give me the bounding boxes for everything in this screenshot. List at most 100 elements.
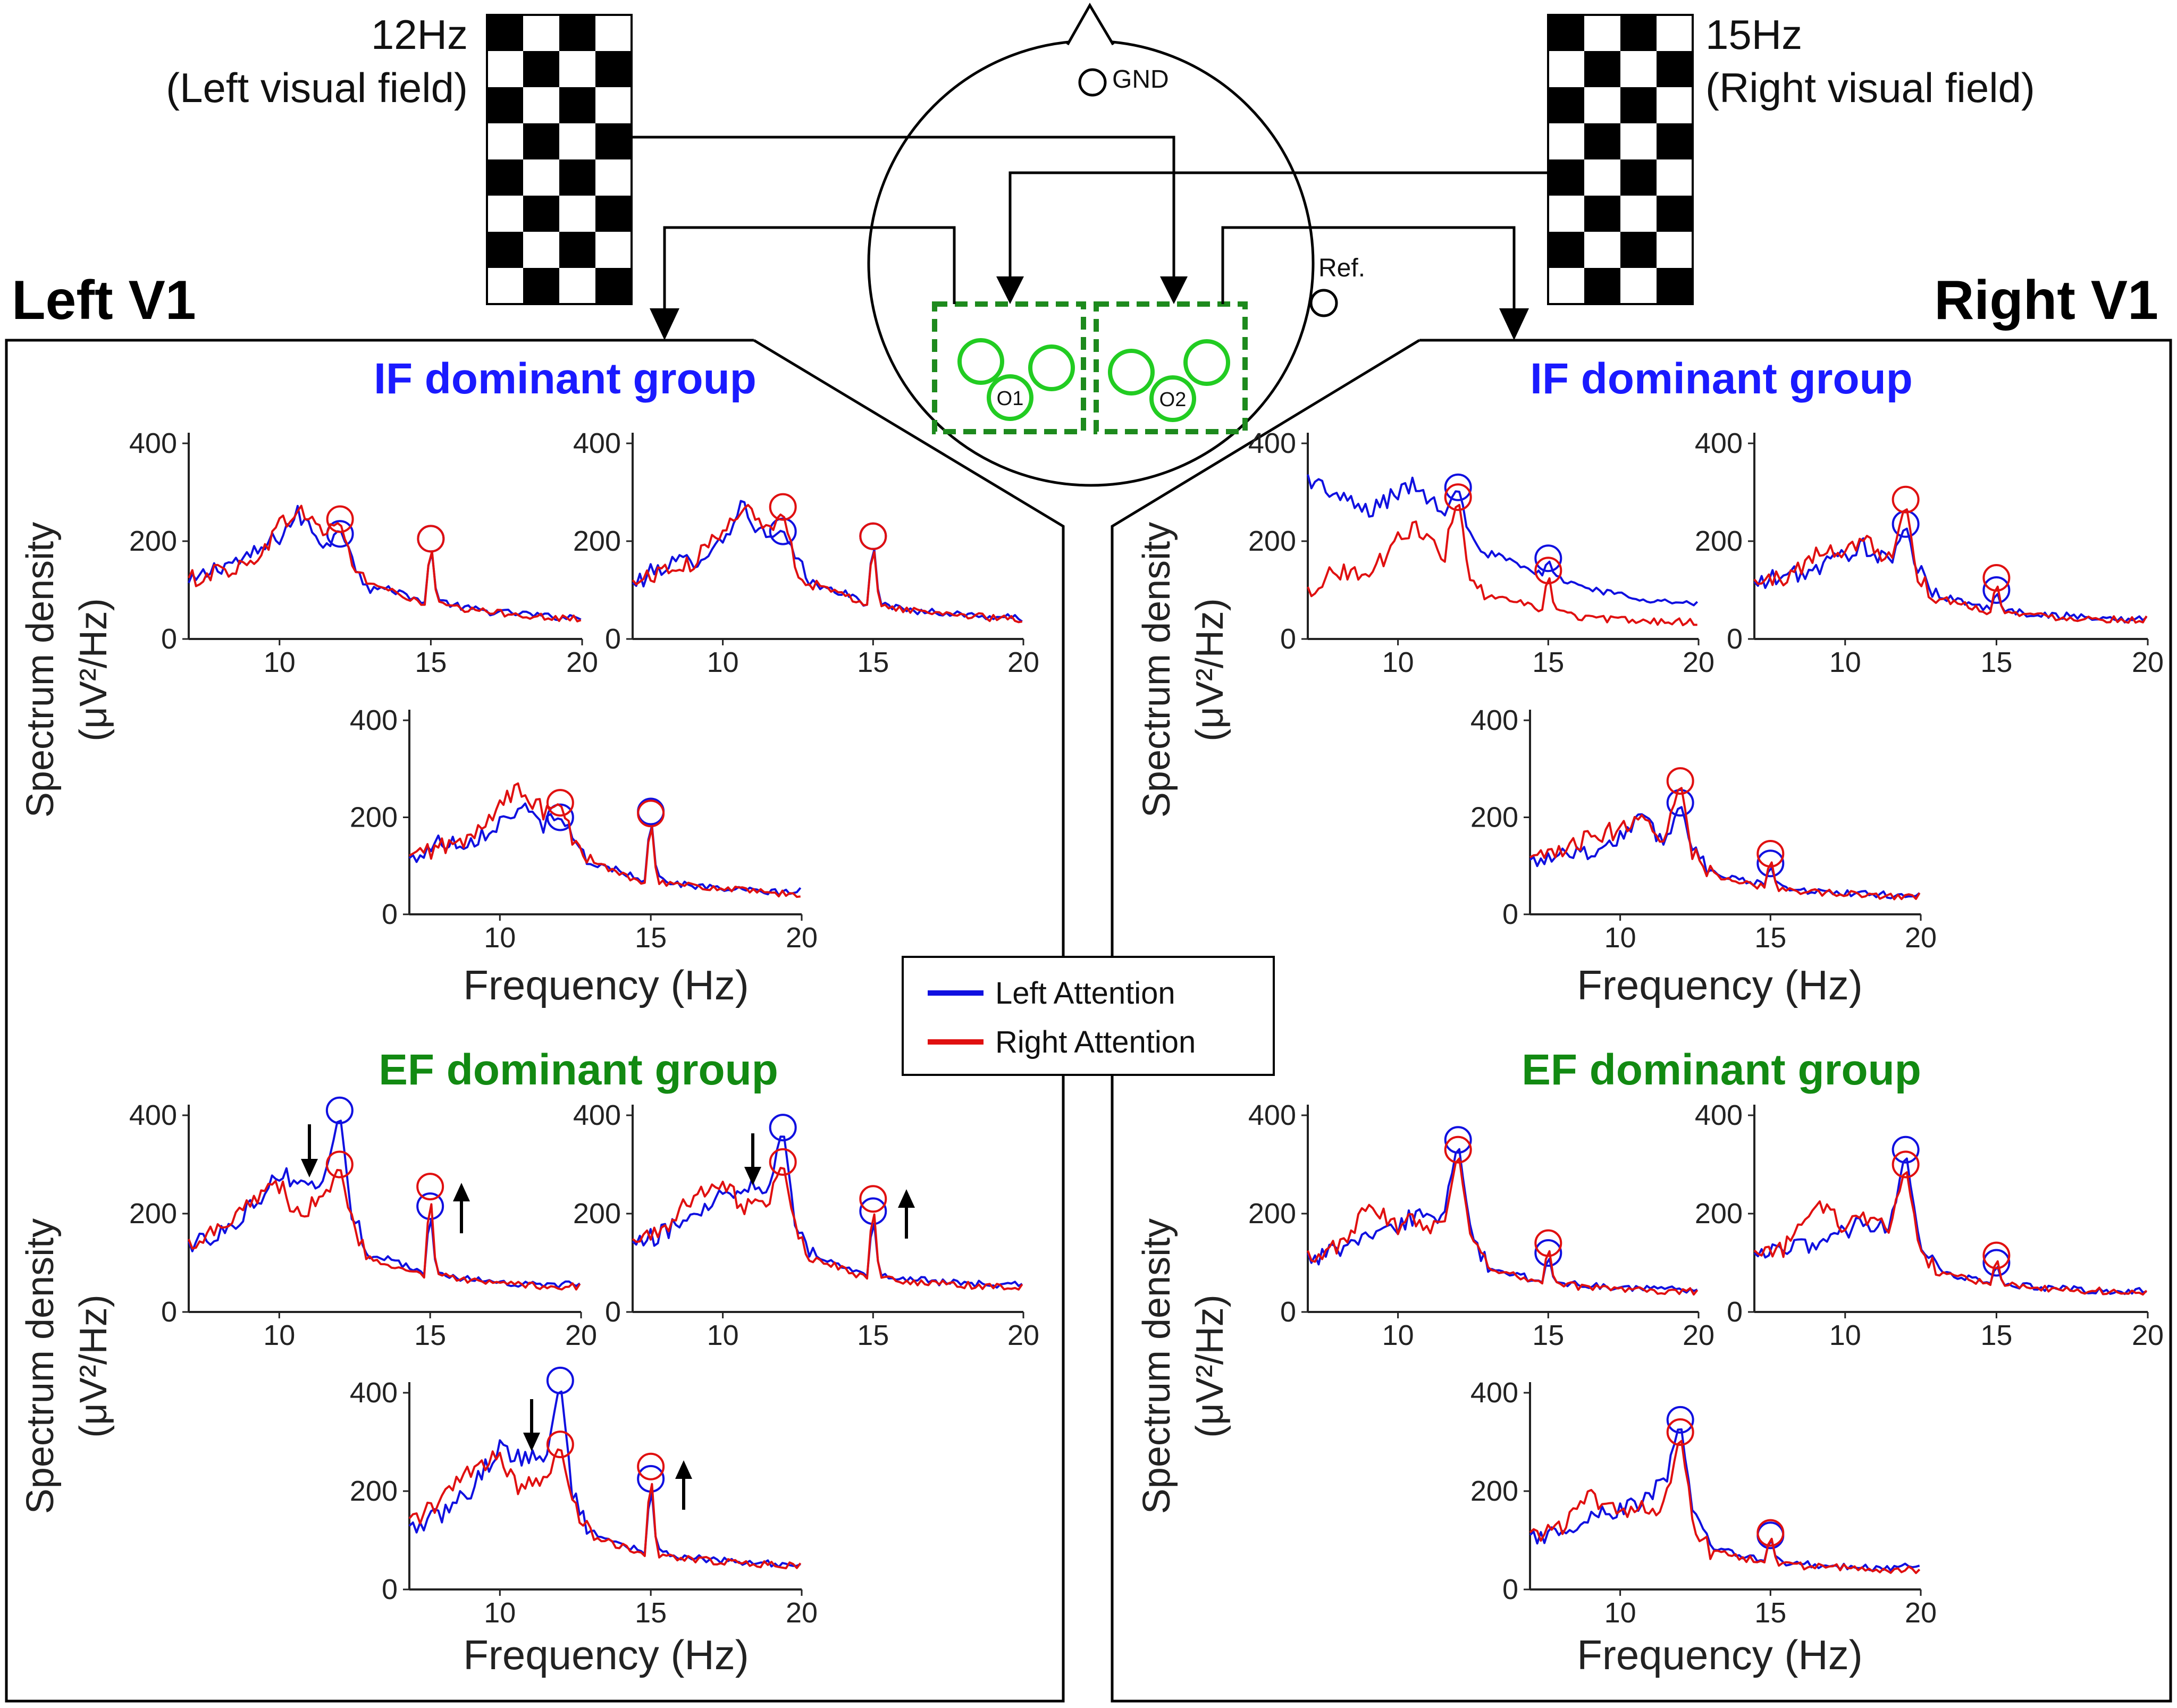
x-tick-label: 10: [263, 1319, 295, 1351]
up-arrowhead-1: [453, 1183, 470, 1201]
checker-cell: [559, 51, 595, 87]
up-arrowhead-3: [675, 1460, 692, 1479]
peak-marker-right: [637, 1452, 665, 1480]
checker-cell: [559, 268, 595, 304]
y-tick-label: 0: [1502, 1574, 1518, 1605]
x-tick-label: 20: [1007, 1319, 1039, 1351]
x-tick-label: 15: [1980, 646, 2012, 678]
x-tick-label: 15: [1980, 1319, 2012, 1351]
checker-cell: [523, 232, 559, 268]
checker-cell: [595, 87, 632, 123]
checker-cell: [523, 159, 559, 196]
left-ef-ylabel: Spectrum density (μV²/Hz): [19, 1218, 115, 1514]
right-stimulus-frequency: 15Hz: [1705, 11, 1802, 58]
series-right-attention: [632, 503, 1023, 624]
ref-label: Ref.: [1318, 254, 1365, 282]
peak-marker-left: [1444, 1126, 1472, 1154]
checker-cell: [1657, 123, 1693, 159]
svg-text:Spectrum density: Spectrum density: [19, 1218, 62, 1514]
checker-cell: [523, 51, 559, 87]
checker-cell: [1620, 51, 1657, 87]
right-panel-frame: [1111, 339, 2172, 1703]
left-if-group-title: IF dominant group: [374, 355, 757, 403]
y-tick-label: 200: [350, 802, 398, 834]
series-right-attention: [408, 1448, 802, 1570]
left-ef-xlabel: Frequency (Hz): [463, 1631, 749, 1678]
series-left-attention: [1753, 527, 2148, 624]
checker-border: [1547, 14, 1694, 305]
peak-marker-right: [1444, 483, 1472, 511]
arrowhead-right-panel: [1499, 308, 1529, 340]
right-stimulus-field: (Right visual field): [1705, 64, 2035, 111]
down-arrowhead-1: [301, 1159, 318, 1177]
peak-marker-right: [769, 1148, 797, 1176]
x-tick-label: 10: [1382, 1319, 1414, 1351]
svg-text:(μV²/Hz): (μV²/Hz): [1189, 598, 1231, 741]
checker-cell: [1584, 51, 1620, 87]
electrode-o1: [987, 374, 1033, 421]
y-tick-label: 200: [129, 525, 177, 557]
x-tick-label: 10: [1604, 1597, 1636, 1629]
peak-marker-left: [546, 1366, 574, 1394]
o2-label: O2: [1159, 389, 1187, 411]
x-tick-label: 15: [1532, 1319, 1564, 1351]
series-left-attention: [1307, 474, 1699, 607]
svg-text:(μV²/Hz): (μV²/Hz): [1189, 1294, 1231, 1437]
checker-cell: [1548, 268, 1584, 304]
peak-marker-right: [859, 1185, 887, 1213]
x-tick-label: 10: [484, 1597, 516, 1629]
checker-cell: [1584, 123, 1620, 159]
checker-cell: [1620, 232, 1657, 268]
checker-cell: [1548, 123, 1584, 159]
x-tick-label: 20: [786, 1597, 818, 1629]
annotation-arrows: [301, 1124, 915, 1510]
checker-cell: [1548, 196, 1584, 232]
y-tick-label: 0: [161, 1296, 177, 1328]
checker-cell: [1548, 51, 1584, 87]
checker-cell: [1657, 232, 1693, 268]
series-left-attention: [188, 1120, 581, 1289]
peak-marker-right: [637, 800, 665, 828]
checker-cell: [523, 15, 559, 51]
checker-cell: [523, 196, 559, 232]
y-tick-label: 400: [350, 704, 398, 736]
y-tick-label: 400: [350, 1377, 398, 1409]
peak-marker-left: [1892, 510, 1920, 538]
y-tick-label: 400: [129, 1099, 177, 1131]
x-tick-label: 20: [786, 922, 818, 954]
up-arrowhead-2: [898, 1189, 915, 1208]
right-roi-box: [1094, 301, 1248, 434]
x-tick-label: 15: [415, 646, 447, 678]
y-tick-label: 0: [1727, 623, 1743, 655]
checker-cell: [487, 123, 523, 159]
checker-cell: [523, 123, 559, 159]
right-if-group-title: IF dominant group: [1530, 355, 1913, 403]
peak-marker-left: [416, 1192, 444, 1221]
nose: [1066, 3, 1115, 46]
peak-marker-right: [1534, 557, 1562, 585]
y-tick-label: 200: [1248, 525, 1296, 557]
y-tick-label: 200: [1695, 1198, 1743, 1230]
peak-marker-left: [1892, 1135, 1920, 1164]
peak-marker-right: [1892, 1150, 1920, 1179]
electrode-right-1: [1108, 349, 1155, 396]
series-right-attention: [632, 1167, 1023, 1291]
y-tick-label: 0: [1727, 1296, 1743, 1328]
checker-cell: [1620, 123, 1657, 159]
checker-cell: [1584, 87, 1620, 123]
y-tick-label: 400: [1248, 1099, 1296, 1131]
y-tick-label: 200: [1470, 802, 1518, 834]
checker-cell: [1548, 87, 1584, 123]
peak-marker-right: [326, 505, 354, 533]
x-tick-label: 15: [414, 1319, 446, 1351]
checker-cell: [523, 87, 559, 123]
peak-marker-right: [1666, 767, 1694, 795]
connector-lines: [632, 136, 1548, 308]
series-right-attention: [188, 504, 582, 622]
peak-marker-right: [1982, 564, 2011, 592]
